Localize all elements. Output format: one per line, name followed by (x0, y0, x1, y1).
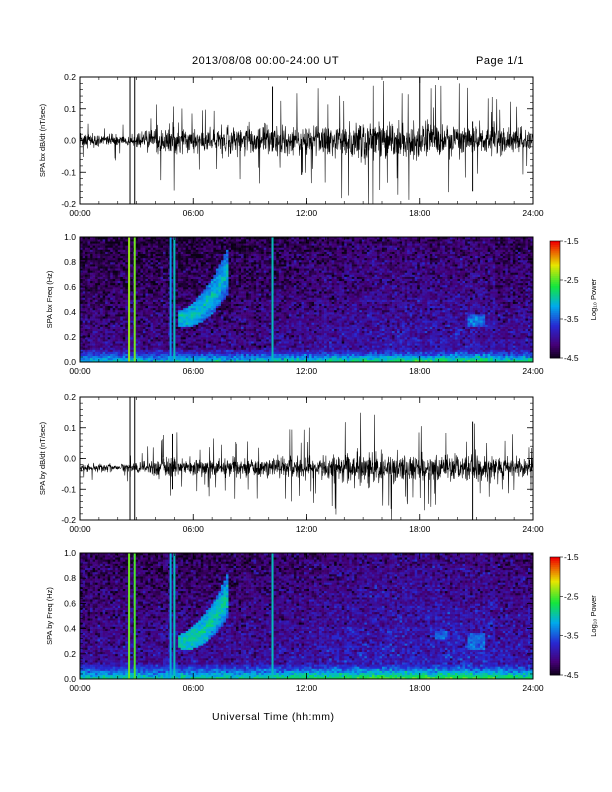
vertical-event-line (173, 553, 176, 679)
colorbar-tick-label: -4.5 (564, 670, 579, 680)
colorbar-frame (549, 556, 561, 676)
y-tick-label: -0.2 (61, 515, 76, 525)
x-tick-label: 12:00 (296, 683, 318, 693)
y-tick-label: -0.2 (61, 199, 76, 209)
y-tick-label: 0.2 (64, 72, 76, 82)
colorbar-tick-label: -2.5 (564, 591, 579, 601)
vertical-event-line (173, 237, 176, 362)
vertical-event-line (271, 553, 274, 679)
y-tick-label: -0.1 (61, 167, 76, 177)
vertical-event-line (169, 237, 172, 362)
x-tick-label: 24:00 (522, 524, 544, 534)
series-line (79, 80, 534, 205)
colorbar-tick-label: -2.5 (564, 275, 579, 285)
x-tick-label: 12:00 (296, 208, 318, 218)
vertical-event-line (169, 553, 172, 679)
y-tick-label: 0.2 (64, 649, 76, 659)
colorbar-label: Log₁₀ Power (589, 278, 598, 320)
y-tick-label: 0.0 (64, 454, 76, 464)
y-tick-label: 1.0 (64, 548, 76, 558)
y-tick-label: 0.6 (64, 282, 76, 292)
x-tick-label: 18:00 (409, 683, 431, 693)
y-tick-label: 0.6 (64, 598, 76, 608)
vertical-event-line (128, 553, 131, 679)
colorbar (550, 557, 560, 676)
y-tick-label: 0.8 (64, 257, 76, 267)
y-tick-label: 1.0 (64, 232, 76, 242)
vertical-event-line (133, 553, 136, 679)
vertical-event-line (128, 237, 131, 362)
y-axis-label: SPA by Freq (Hz) (45, 587, 54, 645)
x-tick-label: 18:00 (409, 524, 431, 534)
y-tick-label: 0.4 (64, 624, 76, 634)
x-tick-label: 06:00 (183, 208, 205, 218)
y-tick-label: 0.1 (64, 423, 76, 433)
x-tick-label: 00:00 (69, 683, 91, 693)
colorbar-tick-label: -1.5 (564, 552, 579, 562)
x-tick-label: 24:00 (522, 366, 544, 376)
y-tick-label: 0.8 (64, 573, 76, 583)
y-tick-label: 0.4 (64, 307, 76, 317)
x-tick-label: 00:00 (69, 524, 91, 534)
page-title: 2013/08/08 00:00-24:00 UT (192, 55, 339, 67)
plot-frame (79, 396, 534, 521)
vertical-event-line (133, 237, 136, 362)
y-tick-label: 0.1 (64, 104, 76, 114)
vertical-event-line (271, 237, 274, 362)
colorbar-tick-label: -4.5 (564, 353, 579, 363)
x-tick-label: 06:00 (183, 683, 205, 693)
y-axis-label: SPA by dB/dt (nT/sec) (38, 421, 47, 495)
x-tick-label: 00:00 (69, 366, 91, 376)
colorbar-frame (549, 240, 561, 359)
colorbar-tick-label: -3.5 (564, 314, 579, 324)
y-axis-label: SPA bx Freq (Hz) (45, 270, 54, 328)
x-axis-title: Universal Time (hh:mm) (212, 711, 334, 723)
x-tick-label: 18:00 (409, 366, 431, 376)
x-tick-label: 12:00 (296, 524, 318, 534)
page-number: Page 1/1 (476, 55, 524, 67)
y-tick-label: 0.2 (64, 332, 76, 342)
heatmap-cells (80, 553, 534, 680)
colorbar-label: Log₁₀ Power (589, 595, 598, 637)
series-line (79, 412, 534, 521)
x-tick-label: 00:00 (69, 208, 91, 218)
y-tick-label: -0.1 (61, 484, 76, 494)
x-tick-label: 24:00 (522, 208, 544, 218)
x-tick-label: 24:00 (522, 683, 544, 693)
plot-frame (79, 552, 534, 680)
x-tick-label: 06:00 (183, 524, 205, 534)
colorbar-tick-label: -3.5 (564, 631, 579, 641)
colorbar-tick-label: -1.5 (564, 236, 579, 246)
colorbar (550, 241, 560, 359)
y-tick-label: 0.0 (64, 674, 76, 684)
x-tick-label: 06:00 (183, 366, 205, 376)
plot-frame (79, 76, 534, 205)
heatmap-cells (80, 237, 534, 363)
x-tick-label: 12:00 (296, 366, 318, 376)
x-tick-label: 18:00 (409, 208, 431, 218)
y-axis-label: SPA bx dB/dt (nT/sec) (38, 103, 47, 177)
y-tick-label: 0.0 (64, 357, 76, 367)
y-tick-label: 0.0 (64, 136, 76, 146)
plot-frame (79, 236, 534, 363)
y-tick-label: 0.2 (64, 392, 76, 402)
